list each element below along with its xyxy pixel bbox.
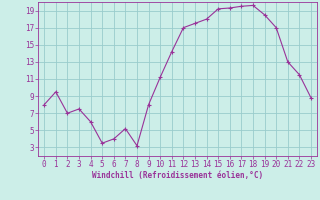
X-axis label: Windchill (Refroidissement éolien,°C): Windchill (Refroidissement éolien,°C) [92, 171, 263, 180]
